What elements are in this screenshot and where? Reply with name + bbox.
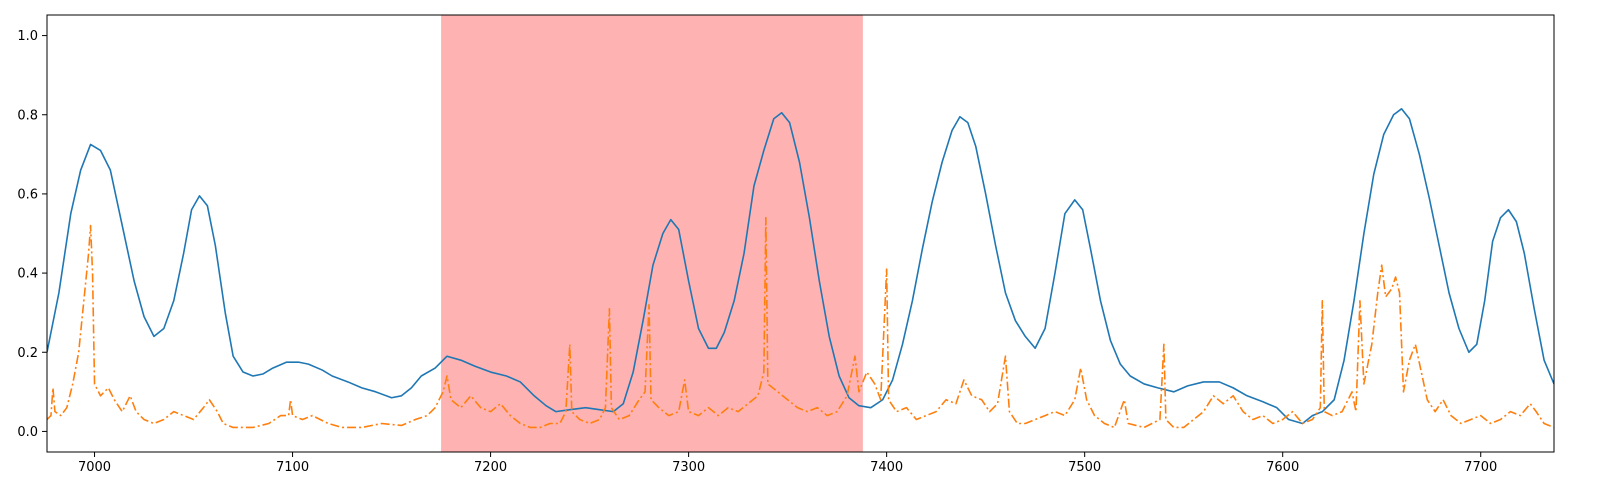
series-line-1 — [47, 108, 1554, 425]
x-tick-label: 7000 — [78, 460, 111, 475]
series-layer — [47, 108, 1554, 429]
y-tick-label: 1.0 — [17, 29, 38, 44]
x-tick-label: 7700 — [1464, 460, 1497, 475]
series-line-2 — [47, 216, 1554, 429]
x-axis: 7000 7100 7200 7300 7400 7500 7600 7700 — [78, 452, 1497, 475]
x-tick-label: 7200 — [474, 460, 507, 475]
x-tick-label: 7500 — [1068, 460, 1101, 475]
y-tick-label: 0.8 — [17, 108, 38, 123]
axes-frame — [46, 14, 1555, 453]
y-tick-label: 0.4 — [17, 267, 38, 282]
highlight-span — [441, 15, 863, 452]
highlight-span-layer — [441, 15, 863, 452]
y-tick-label: 0.2 — [17, 346, 38, 361]
y-tick-label: 0.0 — [17, 425, 38, 440]
y-axis: 0.0 0.2 0.4 0.6 0.8 1.0 — [17, 29, 47, 440]
x-tick-label: 7100 — [276, 460, 309, 475]
y-tick-label: 0.6 — [17, 187, 38, 202]
x-tick-label: 7600 — [1266, 460, 1299, 475]
x-tick-label: 7300 — [672, 460, 705, 475]
x-tick-label: 7400 — [870, 460, 903, 475]
